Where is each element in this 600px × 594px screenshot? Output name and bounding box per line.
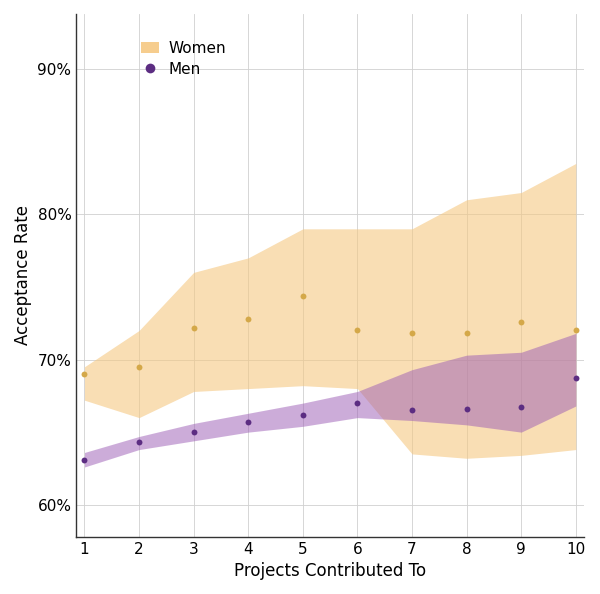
Point <box>244 417 253 426</box>
Legend: Women, Men: Women, Men <box>135 34 232 83</box>
Point <box>298 291 308 301</box>
Point <box>571 374 581 383</box>
Point <box>134 362 144 371</box>
Point <box>462 404 472 413</box>
Point <box>134 438 144 447</box>
X-axis label: Projects Contributed To: Projects Contributed To <box>234 562 426 580</box>
Point <box>462 328 472 338</box>
Point <box>189 427 199 437</box>
Point <box>189 323 199 332</box>
Point <box>80 455 89 465</box>
Point <box>244 314 253 324</box>
Y-axis label: Acceptance Rate: Acceptance Rate <box>14 206 32 345</box>
Point <box>298 410 308 419</box>
Point <box>407 406 417 415</box>
Point <box>517 317 526 327</box>
Point <box>353 326 362 335</box>
Point <box>80 369 89 379</box>
Point <box>407 328 417 338</box>
Point <box>353 399 362 408</box>
Point <box>571 326 581 335</box>
Point <box>517 403 526 412</box>
